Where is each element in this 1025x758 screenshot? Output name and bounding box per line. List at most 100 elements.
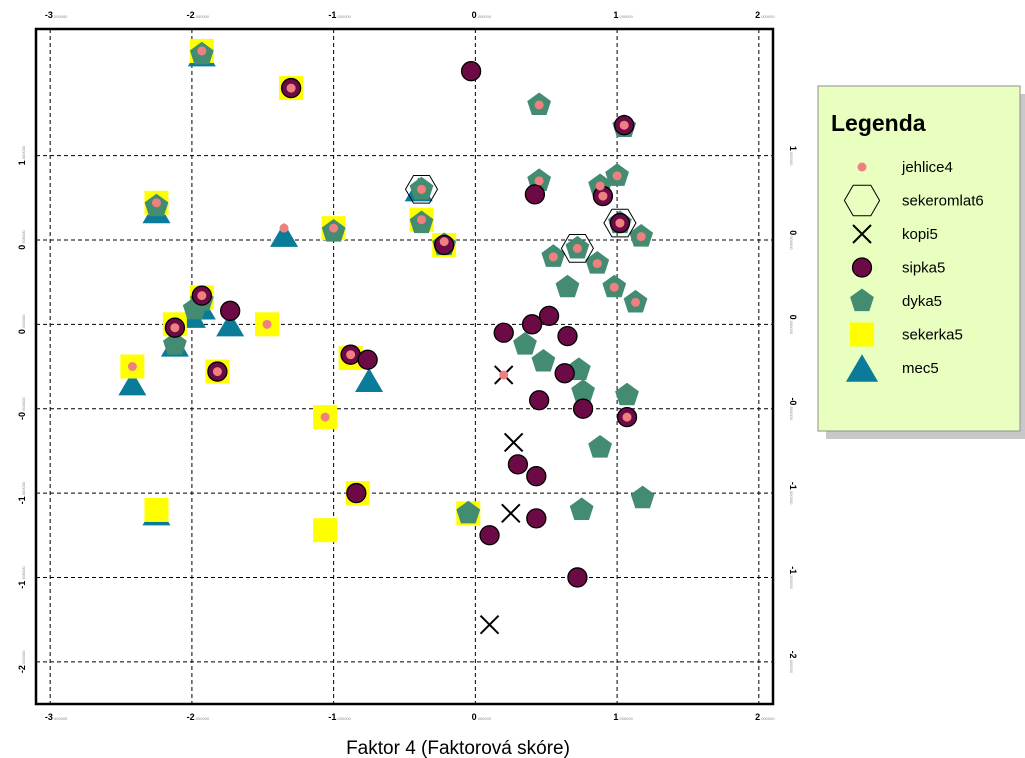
point-jehlice4 bbox=[439, 237, 449, 247]
x-tick-label-top: -1.000000 bbox=[328, 10, 351, 20]
y-tick-label-right: -2.000000 bbox=[788, 651, 798, 674]
x-tick-label-bottom: 0.000000 bbox=[472, 712, 492, 722]
point-jehlice4 bbox=[279, 223, 289, 233]
point-dyka5 bbox=[456, 500, 481, 524]
legend-entries: jehlice4 sekeromlat6 kopi5 sipka5 dyka5 seker… bbox=[843, 159, 984, 382]
series-sekeromlat6 bbox=[404, 174, 637, 263]
legend-label: kopi5 bbox=[902, 226, 938, 243]
point-sipka5 bbox=[460, 61, 482, 82]
point-dyka5 bbox=[571, 379, 595, 402]
point-mec5 bbox=[216, 312, 245, 337]
point-dyka5 bbox=[555, 274, 580, 298]
point-dyka5 bbox=[531, 348, 556, 372]
point-sipka5 bbox=[526, 508, 547, 529]
point-sipka5 bbox=[567, 567, 588, 588]
point-sekeromlat6 bbox=[404, 174, 439, 204]
point-jehlice4 bbox=[197, 291, 207, 301]
point-sipka5 bbox=[524, 184, 546, 205]
point-jehlice4 bbox=[417, 215, 427, 225]
point-jehlice4 bbox=[615, 218, 625, 228]
point-kopi5 bbox=[501, 503, 521, 524]
point-jehlice4 bbox=[609, 282, 619, 292]
point-sekeromlat6 bbox=[560, 234, 594, 263]
point-sekeromlat6 bbox=[603, 208, 637, 238]
y-tick-label-left: -1.500000 bbox=[17, 565, 27, 588]
point-sipka5 bbox=[507, 454, 529, 475]
grid-lines bbox=[36, 29, 773, 704]
y-tick-label-left: -1.000000 bbox=[17, 481, 27, 504]
point-jehlice4 bbox=[592, 259, 602, 269]
legend-entry-sekerka5: sekerka5 bbox=[850, 322, 963, 347]
legend-label: sekerka5 bbox=[902, 327, 963, 344]
point-jehlice4 bbox=[636, 232, 646, 242]
y-tick-label-left: 0.000000 bbox=[17, 314, 27, 334]
legend-symbol-cross bbox=[852, 224, 872, 244]
legend-label: jehlice4 bbox=[901, 159, 953, 176]
point-jehlice4 bbox=[212, 367, 222, 377]
point-jehlice4 bbox=[127, 362, 137, 371]
point-jehlice4 bbox=[612, 171, 622, 181]
point-jehlice4 bbox=[622, 412, 632, 422]
point-jehlice4 bbox=[499, 370, 509, 380]
legend-symbol-circle bbox=[851, 257, 873, 278]
point-jehlice4 bbox=[619, 120, 629, 130]
data-marks bbox=[118, 38, 655, 635]
legend-title: Legenda bbox=[831, 110, 926, 136]
legend-entry-sipka5: sipka5 bbox=[851, 257, 945, 278]
point-kopi5 bbox=[479, 614, 500, 635]
plot-frame bbox=[34, 27, 775, 706]
x-tick-label-bottom: -1.000000 bbox=[328, 712, 351, 722]
legend-symbol-square bbox=[850, 322, 874, 347]
legend: Legenda jehlice4 sekeromlat6 kopi5 sipka5 dy… bbox=[817, 85, 1025, 439]
y-tick-label-right: -1.000000 bbox=[788, 482, 798, 505]
point-jehlice4 bbox=[286, 83, 296, 93]
legend-entry-jehlice4: jehlice4 bbox=[857, 159, 953, 176]
x-tick-label-top: 2.000000 bbox=[755, 10, 775, 20]
point-sipka5 bbox=[554, 363, 575, 384]
point-jehlice4 bbox=[151, 198, 161, 208]
point-jehlice4 bbox=[534, 176, 544, 186]
point-sekerka5 bbox=[144, 497, 169, 522]
x-tick-label-bottom: 1.000000 bbox=[613, 712, 633, 722]
y-tick-label-left: 0.500000 bbox=[17, 229, 27, 249]
x-tick-label-top: 1.000000 bbox=[613, 10, 633, 20]
point-sipka5 bbox=[528, 390, 550, 411]
legend-label: mec5 bbox=[902, 360, 939, 377]
y-tick-label-right: 1.000000 bbox=[788, 146, 798, 166]
y-tick-label-left: -0.500000 bbox=[17, 397, 27, 420]
y-tick-label-right: -0.500000 bbox=[788, 397, 798, 420]
point-dyka5 bbox=[513, 332, 537, 355]
point-sipka5 bbox=[538, 305, 560, 327]
legend-entry-dyka5: dyka5 bbox=[850, 288, 942, 312]
series-jehlice4 bbox=[127, 46, 646, 422]
point-sipka5 bbox=[220, 300, 241, 321]
point-jehlice4 bbox=[631, 297, 641, 307]
point-jehlice4 bbox=[417, 184, 427, 194]
point-jehlice4 bbox=[534, 100, 544, 110]
legend-symbol-pentagon bbox=[850, 288, 874, 312]
legend-entry-sekeromlat6: sekeromlat6 bbox=[843, 184, 984, 217]
y-tick-label-right: 0.000000 bbox=[788, 315, 798, 335]
point-sekerka5 bbox=[313, 518, 338, 543]
point-jehlice4 bbox=[598, 191, 608, 201]
point-sipka5 bbox=[526, 466, 547, 487]
point-jehlice4 bbox=[329, 223, 339, 233]
x-tick-label-top: -2.000000 bbox=[187, 10, 210, 20]
point-dyka5 bbox=[569, 497, 594, 521]
legend-symbol-dot bbox=[857, 162, 867, 172]
legend-entry-kopi5: kopi5 bbox=[852, 224, 938, 244]
x-tick-label-top: 0.000000 bbox=[472, 10, 492, 20]
x-tick-label-top: -3.000000 bbox=[45, 10, 68, 20]
point-sipka5 bbox=[521, 314, 543, 335]
legend-symbol-triangle bbox=[845, 354, 879, 382]
x-tick-label-bottom: -3.000000 bbox=[45, 712, 68, 722]
point-sipka5 bbox=[557, 325, 578, 347]
point-sipka5 bbox=[572, 398, 594, 419]
x-tick-label-bottom: -2.000000 bbox=[187, 712, 210, 722]
y-tick-label-left: 1.000000 bbox=[17, 145, 27, 165]
x-tick-label-bottom: 2.000000 bbox=[755, 712, 775, 722]
point-jehlice4 bbox=[572, 243, 582, 253]
x-axis-title: Faktor 4 (Faktorová skóre) bbox=[346, 738, 570, 758]
point-kopi5 bbox=[503, 432, 524, 453]
